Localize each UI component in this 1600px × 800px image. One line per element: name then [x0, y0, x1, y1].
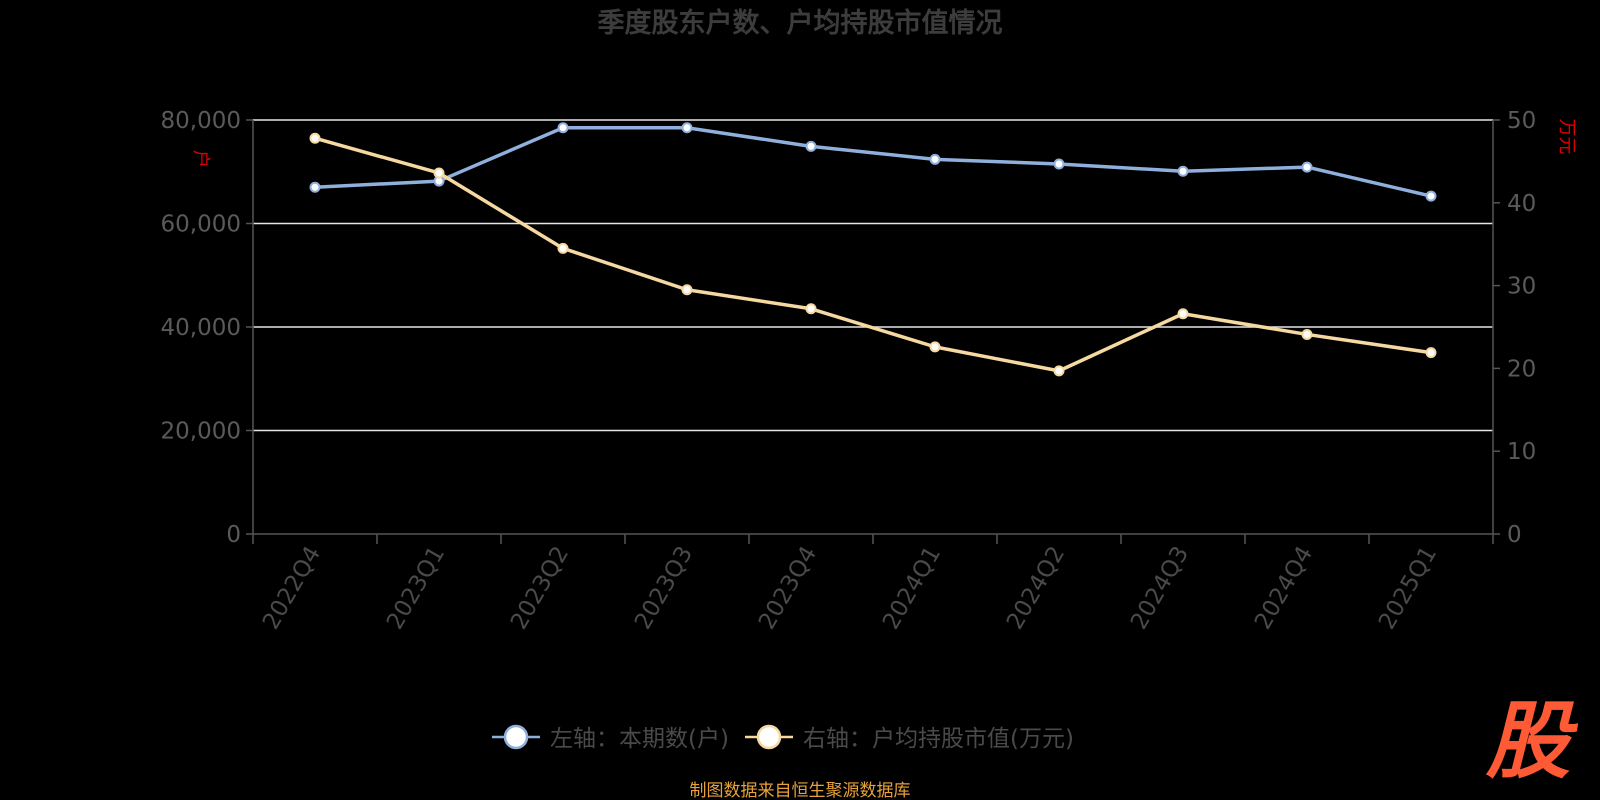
series: [309, 122, 1437, 377]
data-point: [1053, 365, 1065, 377]
y-left-unit-label: 户: [190, 150, 211, 168]
grid-lines: [253, 119, 1493, 432]
x-tick-label: 2023Q2: [506, 542, 574, 634]
data-point: [1425, 190, 1437, 202]
data-point: [1177, 308, 1189, 320]
y-right-tick-label: 40: [1507, 191, 1536, 217]
y-right-tick-label: 10: [1507, 439, 1536, 465]
y-right-tick-label: 30: [1507, 274, 1536, 300]
y-right-tick-label: 50: [1507, 108, 1536, 134]
data-point: [929, 341, 941, 353]
data-point: [557, 122, 569, 134]
y-left-tick-label: 20,000: [161, 419, 241, 445]
x-tick-label: 2023Q1: [382, 542, 450, 634]
data-point: [433, 167, 445, 179]
data-point: [309, 181, 321, 193]
legend-marker: [503, 724, 529, 750]
data-point: [929, 153, 941, 165]
data-point: [1177, 165, 1189, 177]
legend-label: 左轴：本期数(户): [550, 726, 729, 752]
data-point: [1425, 347, 1437, 359]
data-point: [309, 132, 321, 144]
legend: 左轴：本期数(户) 右轴：户均持股市值(万元): [492, 724, 1074, 752]
y-left-tick-label: 40,000: [161, 315, 241, 341]
logo-text: 股: [1485, 694, 1578, 782]
legend-marker: [756, 724, 782, 750]
series-line-1: [314, 136, 1432, 373]
y-left-tick-label: 0: [226, 522, 241, 548]
data-point: [805, 140, 817, 152]
chart-title: 季度股东户数、户均持股市值情况: [598, 7, 1003, 39]
data-point: [805, 303, 817, 315]
x-tick-label: 2022Q4: [258, 542, 326, 634]
source-note: 制图数据来自恒生聚源数据库: [690, 781, 911, 800]
x-tick-label: 2024Q1: [878, 542, 946, 634]
y-left-tick-label: 60,000: [161, 212, 241, 238]
logo-icon: 股: [1485, 694, 1578, 782]
x-tick-label: 2023Q3: [630, 542, 698, 634]
data-point: [557, 242, 569, 254]
y-right-unit-label: 万元: [1556, 119, 1577, 155]
x-tick-label: 2024Q3: [1126, 542, 1194, 634]
series-line-0: [314, 126, 1432, 198]
y-right-tick-label: 0: [1507, 522, 1522, 548]
data-point: [1053, 158, 1065, 170]
axes: 0 20,000 40,000 60,000 80,000 户 0 10 20 30 40 50 万元 2…: [161, 108, 1577, 634]
x-tick-label: 2023Q4: [754, 542, 822, 634]
data-point: [681, 284, 693, 296]
x-tick-label: 2024Q2: [1002, 542, 1070, 634]
x-tick-label: 2025Q1: [1374, 542, 1442, 634]
data-point: [1301, 328, 1313, 340]
y-right-tick-label: 20: [1507, 356, 1536, 382]
y-left-tick-label: 80,000: [161, 108, 241, 134]
data-point: [1301, 161, 1313, 173]
data-point: [681, 122, 693, 134]
legend-label: 右轴：户均持股市值(万元): [803, 726, 1074, 752]
x-tick-label: 2024Q4: [1250, 542, 1318, 634]
